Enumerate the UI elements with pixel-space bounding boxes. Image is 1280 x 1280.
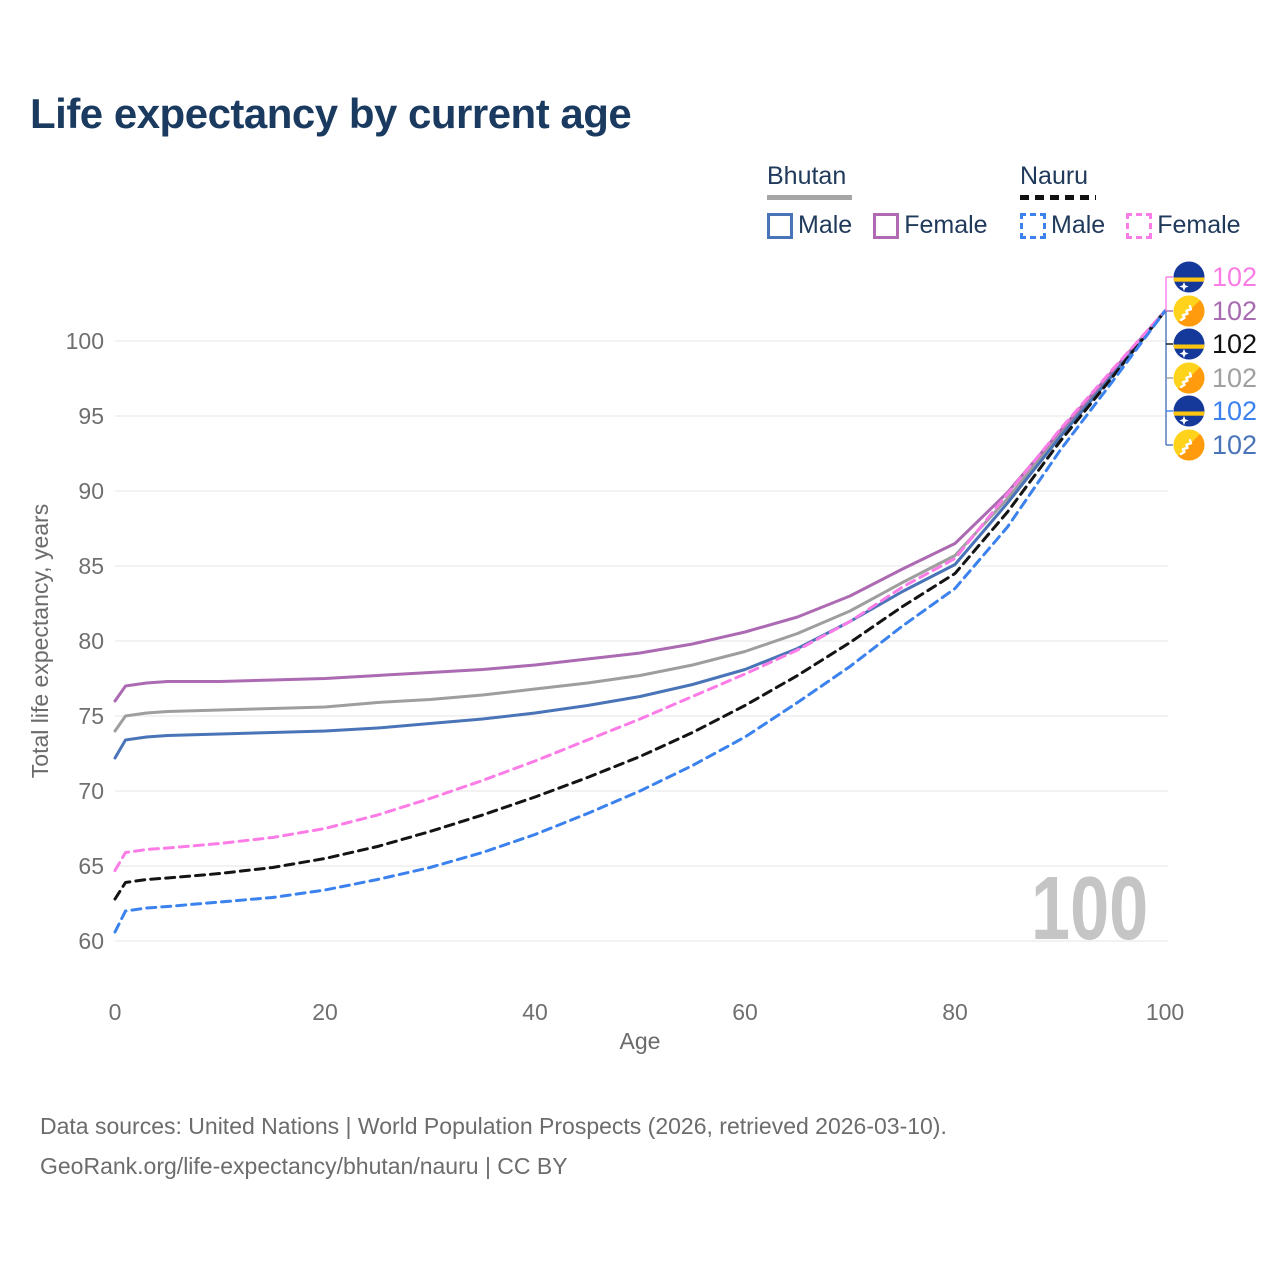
end-value-label-nauru-male: 102: [1212, 396, 1257, 426]
series-line-nauru-total: [113, 309, 1167, 901]
end-value-label-nauru-female: 102: [1212, 262, 1257, 292]
y-tick-label: 85: [78, 553, 104, 579]
x-tick-label: 60: [732, 999, 758, 1025]
bhutan-female-label[interactable]: Female: [904, 211, 988, 239]
y-axis-title: Total life expectancy, years: [27, 504, 53, 778]
x-tick-label: 20: [312, 999, 338, 1025]
legend-country-bhutan[interactable]: Bhutan: [767, 162, 847, 190]
y-tick-label: 65: [78, 853, 104, 879]
nauru-dashed-line-key: [1020, 195, 1096, 200]
y-tick-label: 60: [78, 928, 104, 954]
age-counter-watermark: 100: [1030, 859, 1148, 959]
bhutan-female-checkbox[interactable]: [873, 212, 900, 239]
nauru-flag-icon: [1173, 395, 1205, 427]
legend: Bhutan Male Female Nauru Male Female: [0, 162, 1280, 242]
nauru-flag-icon: [1173, 261, 1205, 293]
legend-country-nauru[interactable]: Nauru: [1020, 162, 1089, 190]
series-line-bhutan-total: [113, 309, 1167, 733]
end-value-label-bhutan-total: 102: [1212, 363, 1257, 393]
page-title: Life expectancy by current age: [30, 90, 632, 137]
end-value-label-nauru-total: 102: [1212, 329, 1257, 359]
data-sources-line: Data sources: United Nations | World Pop…: [40, 1113, 947, 1139]
y-tick-label: 95: [78, 403, 104, 429]
nauru-female-label[interactable]: Female: [1157, 211, 1241, 239]
bhutan-male-label[interactable]: Male: [798, 211, 853, 239]
attribution-line: GeoRank.org/life-expectancy/bhutan/nauru…: [40, 1153, 568, 1179]
bhutan-flag-icon: [1173, 295, 1205, 327]
bhutan-male-checkbox[interactable]: [767, 212, 793, 239]
x-tick-label: 0: [109, 999, 122, 1025]
nauru-flag-icon: [1173, 328, 1205, 360]
y-tick-label: 90: [78, 478, 104, 504]
nauru-male-label[interactable]: Male: [1051, 211, 1106, 239]
y-tick-label: 80: [78, 628, 104, 654]
x-tick-label: 80: [942, 999, 968, 1025]
series-line-nauru-female: [113, 309, 1167, 872]
bhutan-solid-line-key: [767, 195, 852, 200]
end-value-label-bhutan-female: 102: [1212, 296, 1257, 326]
bhutan-flag-icon: [1173, 362, 1205, 394]
bhutan-flag-icon: [1173, 429, 1205, 461]
legend-group-nauru: Nauru Male Female: [1020, 162, 1241, 240]
y-tick-label: 75: [78, 703, 104, 729]
series-line-nauru-male: [113, 309, 1167, 934]
nauru-female-checkbox[interactable]: [1126, 212, 1153, 239]
x-axis-title: Age: [620, 1028, 661, 1054]
x-tick-label: 40: [522, 999, 548, 1025]
nauru-male-checkbox[interactable]: [1020, 212, 1046, 239]
y-tick-label: 70: [78, 778, 104, 804]
series-line-bhutan-female: [113, 309, 1167, 703]
end-value-label-bhutan-male: 102: [1212, 430, 1257, 460]
legend-group-bhutan: Bhutan Male Female: [767, 162, 988, 240]
x-tick-label: 100: [1146, 999, 1184, 1025]
footer: Data sources: United Nations | World Pop…: [40, 1106, 947, 1186]
y-tick-label: 100: [66, 328, 104, 354]
series-line-bhutan-male: [113, 309, 1167, 760]
